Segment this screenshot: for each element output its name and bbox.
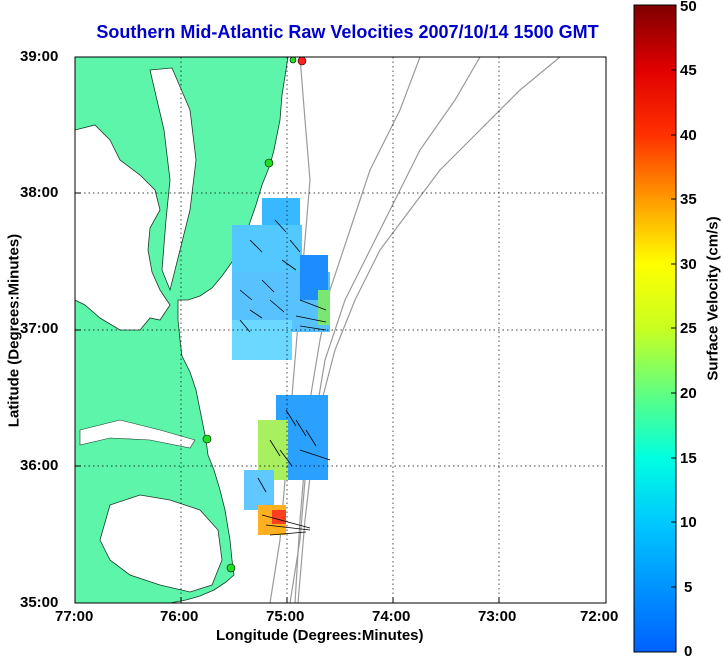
colorbar-ticks: [671, 69, 676, 588]
x-tick-label: 76:00: [160, 608, 199, 625]
x-tick-label: 75:00: [266, 608, 305, 625]
y-axis-label: Latitude (Degrees:Minutes): [5, 233, 23, 428]
colorbar-tick-label: 5: [684, 579, 693, 596]
site-marker: [289, 57, 297, 64]
colorbar: [633, 4, 677, 653]
colorbar-tick-label: 45: [680, 62, 697, 79]
colorbar-tick-label: 15: [680, 450, 697, 467]
colorbar-tick-label: 10: [680, 514, 697, 531]
x-tick-label: 77:00: [55, 608, 94, 625]
colorbar-tick-label: 35: [680, 191, 697, 208]
site-marker: [226, 563, 236, 573]
velocity-vectors: [239, 219, 331, 536]
radar-sites: [202, 57, 307, 573]
colorbar-tick-label: 30: [680, 256, 697, 273]
river-water: [79, 419, 196, 449]
chart-title: Southern Mid-Atlantic Raw Velocities 200…: [96, 22, 599, 42]
x-tick-label: 73:00: [478, 608, 517, 625]
site-marker-active: [297, 57, 307, 66]
colorbar-tick-label: 20: [680, 385, 697, 402]
colorbar-label: Surface Velocity (cm/s): [704, 216, 722, 381]
delmarva-inner: [149, 67, 197, 292]
sound-water: [99, 494, 223, 593]
colorbar-tick-label: 0: [684, 643, 693, 660]
colorbar-tick-label: 40: [680, 127, 697, 144]
y-tick-label: 36:00: [20, 457, 59, 474]
grid-lines: [75, 57, 606, 603]
site-marker: [202, 434, 212, 444]
colorbar-tick-label: 25: [680, 320, 697, 337]
x-tick-label: 74:00: [372, 608, 411, 625]
site-marker: [264, 158, 274, 168]
bay-water: [75, 124, 171, 331]
y-tick-label: 37:00: [20, 320, 59, 337]
colorbar-tick-label: 50: [680, 0, 697, 15]
x-tick-label: 72:00: [580, 608, 619, 625]
x-axis-label: Longitude (Degrees:Minutes): [216, 627, 424, 644]
y-tick-label: 38:00: [20, 184, 59, 201]
y-tick-label: 39:00: [20, 48, 59, 65]
y-tick-label: 35:00: [20, 594, 59, 611]
